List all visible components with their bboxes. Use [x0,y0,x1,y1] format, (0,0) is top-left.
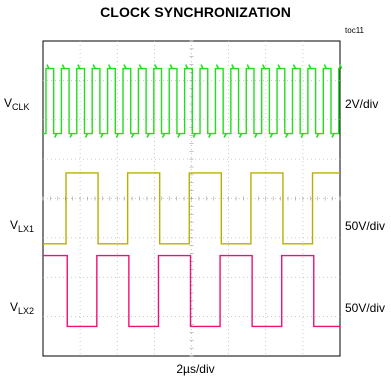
edge-spike [300,133,304,138]
chart-title: CLOCK SYNCHRONIZATION [100,4,291,20]
edge-spike [100,133,104,138]
edge-spike [254,133,258,138]
edge-spike [308,64,312,69]
edge-spike [123,64,127,69]
trace-clk [43,67,340,135]
edge-spike [161,133,166,138]
trace-lx1 [43,172,340,245]
traces [43,64,343,328]
series-label-vlx2: VLX2 [10,300,35,316]
edge-spike [177,133,181,138]
edge-spike [231,64,235,69]
edge-spike [208,133,212,138]
edge-spike [184,64,189,69]
x-axis-label: 2µs/div [176,362,215,376]
edge-spike [215,64,220,69]
edge-spike [246,64,250,69]
edge-spike [92,64,96,69]
grid [42,40,341,357]
edge-spike [285,133,289,138]
edge-spike [277,64,281,69]
edge-spike [130,133,135,138]
scale-label-vlx1: 50V/div [345,219,386,233]
edge-spike [69,133,73,138]
edge-spike [77,64,81,69]
edge-spike [146,133,150,138]
edge-spike [84,133,89,138]
edge-spike [323,64,328,69]
scale-label-vclk: 2V/div [345,97,379,111]
edge-spike [53,133,58,138]
edge-spike [261,64,266,69]
scale-label-vlx2: 50V/div [345,301,386,315]
edge-spike [315,133,320,138]
edge-spike [192,133,197,138]
edge-spike [238,133,243,138]
edge-spike [138,64,143,69]
trace-lx2 [43,254,340,328]
edge-spike [154,64,158,69]
series-label-vlx1: VLX1 [10,218,35,234]
edge-spike [292,64,297,69]
edge-spike [115,133,120,138]
edge-spike [331,133,335,138]
edge-spike [223,133,227,138]
edge-spike [107,64,112,69]
edge-spike [61,64,66,69]
edge-spike [46,64,50,69]
series-label-vclk: VCLK [4,96,30,112]
edge-spike [269,133,274,138]
edge-spike [200,64,204,69]
edge-spike [338,64,343,69]
figure-id: toc11 [345,26,364,35]
edge-spike [169,64,173,69]
